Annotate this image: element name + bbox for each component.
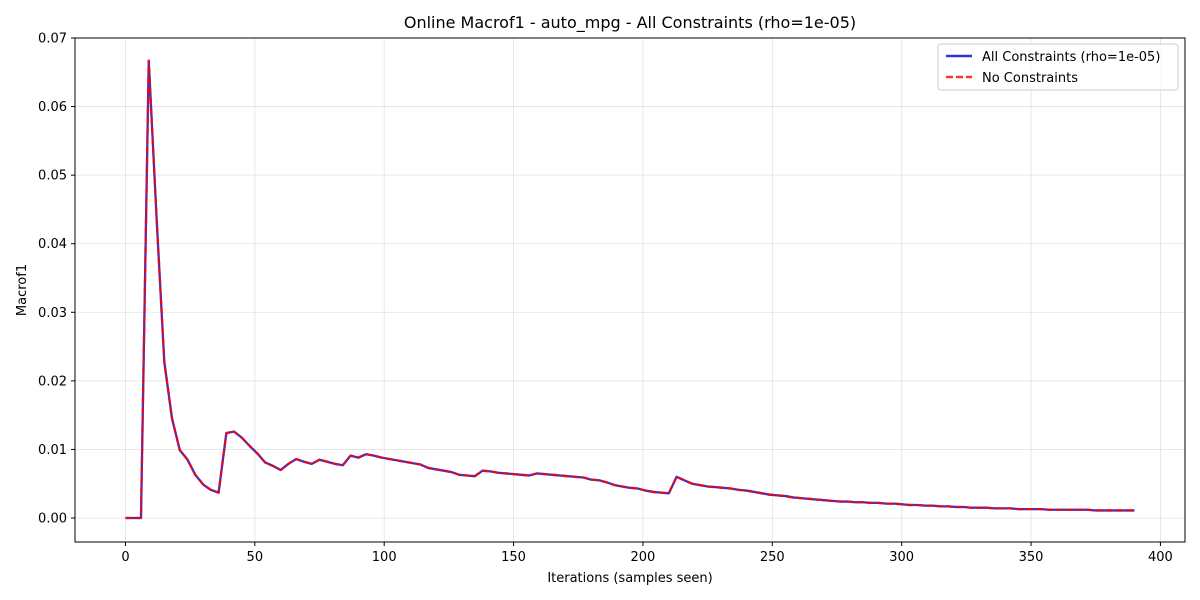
x-tick-label: 200 [631,550,656,565]
series-line-no-constraints [125,59,1135,520]
x-tick-label: 300 [889,550,914,565]
plot-frame [74,37,1186,543]
x-tick-label: 400 [1148,550,1173,565]
x-tick-label: 150 [501,550,526,565]
x-tick-label: 350 [1019,550,1044,565]
y-tick-label: 0.01 [38,443,67,458]
chart-title: Online Macrof1 - auto_mpg - All Constrai… [404,13,856,33]
x-axis-label: Iterations (samples seen) [547,571,712,586]
y-tick-label: 0.04 [38,237,67,252]
y-tick-label: 0.07 [38,32,67,47]
x-tick-label: 100 [372,550,397,565]
y-tick-label: 0.02 [38,374,67,389]
legend-label-no-constraints: No Constraints [982,71,1078,86]
y-tick-label: 0.05 [38,169,67,184]
x-axis-ticks: 0 50 100 150 200 250 300 350 400 [121,542,1173,565]
x-tick-label: 0 [121,550,129,565]
y-tick-label: 0.06 [38,100,67,115]
y-tick-label: 0.03 [38,306,67,321]
legend-box [937,43,1179,91]
y-axis-label: Macrof1 [15,264,30,316]
grid-lines [75,37,1185,542]
legend: All Constraints (rho=1e-05) No Constrain… [937,43,1179,91]
x-tick-label: 250 [760,550,785,565]
legend-label-all-constraints: All Constraints (rho=1e-05) [982,50,1160,65]
y-axis-ticks: 0.00 0.01 0.02 0.03 0.04 0.05 0.06 0.07 [38,32,75,527]
series-lines [125,59,1135,520]
y-tick-label: 0.00 [38,512,67,527]
x-tick-label: 50 [247,550,264,565]
